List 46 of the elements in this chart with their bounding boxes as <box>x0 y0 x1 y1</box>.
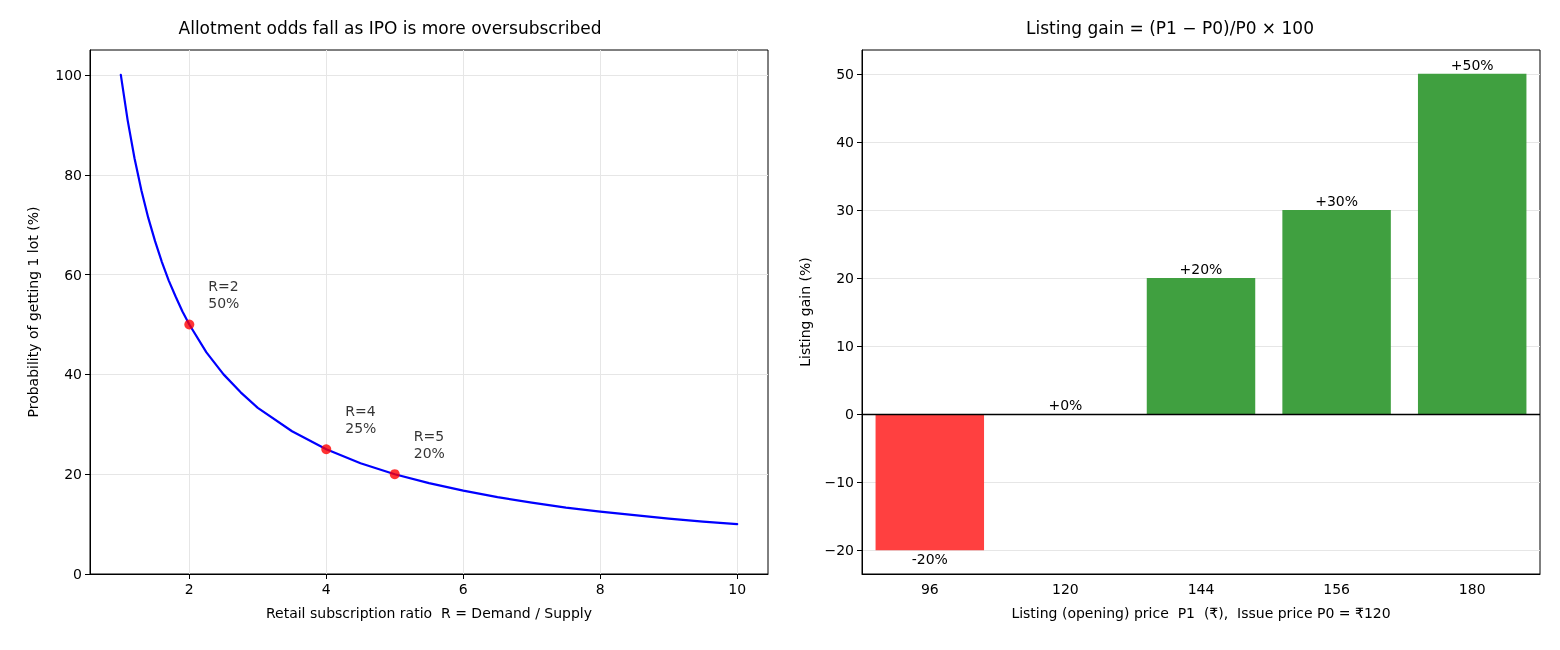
y-axis-title: Listing gain (%) <box>797 257 813 367</box>
y-tick-label: 100 <box>55 66 82 83</box>
y-tick-label: 20 <box>64 466 82 483</box>
annotation: R=4 25% <box>345 402 377 436</box>
y-tick-label: 40 <box>836 133 854 150</box>
chart-title: Allotment odds fall as IPO is more oversubscribed <box>178 17 602 38</box>
data-label: +20% <box>1179 260 1223 277</box>
data-label: +0% <box>1048 397 1083 414</box>
y-axis-title: Probability of getting 1 lot (%) <box>25 206 41 418</box>
y-tick-label: −10 <box>824 474 854 491</box>
bar <box>1146 277 1256 415</box>
x-tick-label: 180 <box>1458 581 1486 597</box>
y-tick-label: 0 <box>845 406 854 423</box>
data-label: -20% <box>911 551 948 568</box>
x-tick-label: 10 <box>728 581 747 597</box>
y-tick-label: 60 <box>64 266 82 283</box>
chart-title: Listing gain = (P1 − P0)/P0 × 100 <box>1026 17 1314 38</box>
x-tick-label: 8 <box>595 581 605 597</box>
x-axis-title: Retail subscription ratio R = Demand / Supply <box>265 605 593 621</box>
y-tick-label: 20 <box>836 269 854 286</box>
x-tick-label: 156 <box>1323 581 1351 597</box>
y-tick-label: 50 <box>836 65 854 82</box>
x-tick-label: 144 <box>1187 581 1215 597</box>
y-tick-label: 30 <box>836 201 854 218</box>
y-tick-label: 80 <box>64 166 82 183</box>
x-axis-title: Listing (opening) price P1 (₹), Issue price P0 = ₹120 <box>1011 605 1391 621</box>
bar <box>1417 73 1527 415</box>
y-tick-label: −20 <box>824 542 854 559</box>
annotation: R=2 50% <box>208 277 240 311</box>
bar <box>1282 209 1391 415</box>
data-label: +30% <box>1315 192 1359 209</box>
point <box>389 469 400 480</box>
bar <box>875 414 985 551</box>
x-tick-label: 2 <box>184 581 194 597</box>
y-tick-label: 0 <box>73 566 82 582</box>
x-tick-label: 6 <box>458 581 468 597</box>
point <box>321 444 332 455</box>
line-series <box>119 73 739 526</box>
y-tick-label: 40 <box>64 366 82 383</box>
x-tick-label: 96 <box>920 581 939 597</box>
annotation: R=5 20% <box>413 427 445 461</box>
x-tick-label: 4 <box>321 581 331 597</box>
point <box>184 319 195 330</box>
data-label: +50% <box>1450 56 1494 73</box>
y-tick-label: 10 <box>836 338 854 355</box>
x-tick-label: 120 <box>1052 581 1079 597</box>
